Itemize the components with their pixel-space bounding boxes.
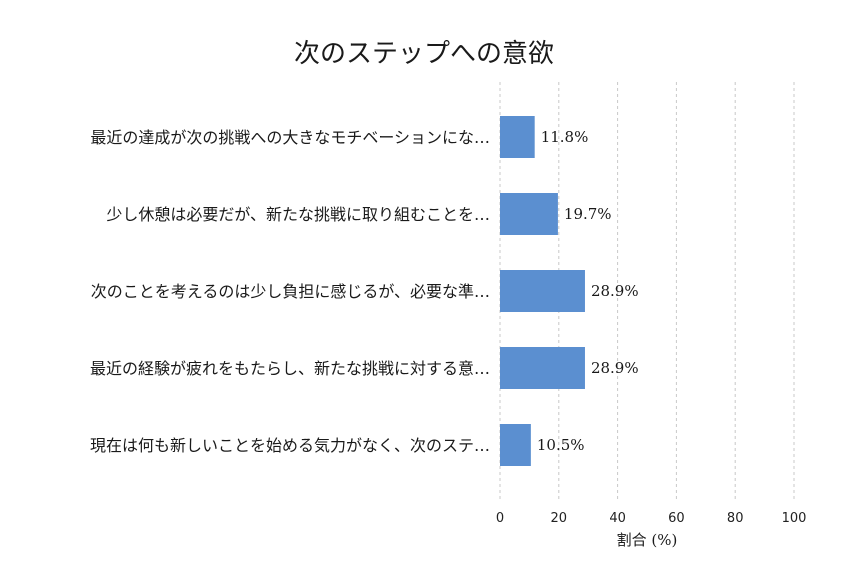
bar: [500, 347, 585, 389]
value-label: 28.9%: [591, 359, 639, 377]
x-tick-label: 100: [782, 511, 807, 526]
bar: [500, 116, 535, 158]
x-axis-ticks: 0 20 40 60 80 100: [496, 511, 807, 526]
category-label: 最近の経験が疲れをもたらし、新たな挑戦に対する意…: [90, 359, 490, 378]
value-label: 11.8%: [541, 128, 589, 146]
value-label: 10.5%: [537, 436, 585, 454]
value-label: 28.9%: [591, 282, 639, 300]
category-labels: 最近の達成が次の挑戦への大きなモチベーションにな… 少し休憩は必要だが、新たな挑戦…: [90, 128, 490, 455]
x-tick-label: 60: [668, 511, 685, 526]
bar: [500, 424, 531, 466]
value-labels: 11.8% 19.7% 28.9% 28.9% 10.5%: [537, 128, 639, 454]
value-label: 19.7%: [564, 205, 612, 223]
bar: [500, 193, 558, 235]
bars: [500, 116, 585, 466]
category-label: 最近の達成が次の挑戦への大きなモチベーションにな…: [90, 128, 490, 147]
bar: [500, 270, 585, 312]
x-tick-label: 0: [496, 511, 504, 526]
chart-title: 次のステップへの意欲: [294, 39, 554, 69]
category-label: 次のことを考えるのは少し負担に感じるが、必要な準…: [91, 282, 490, 301]
x-tick-label: 20: [551, 511, 568, 526]
x-axis-label: 割合 (%): [617, 531, 678, 549]
x-tick-label: 40: [609, 511, 626, 526]
category-label: 現在は何も新しいことを始める気力がなく、次のステ…: [90, 436, 490, 455]
x-tick-label: 80: [727, 511, 744, 526]
category-label: 少し休憩は必要だが、新たな挑戦に取り組むことを…: [106, 205, 490, 224]
